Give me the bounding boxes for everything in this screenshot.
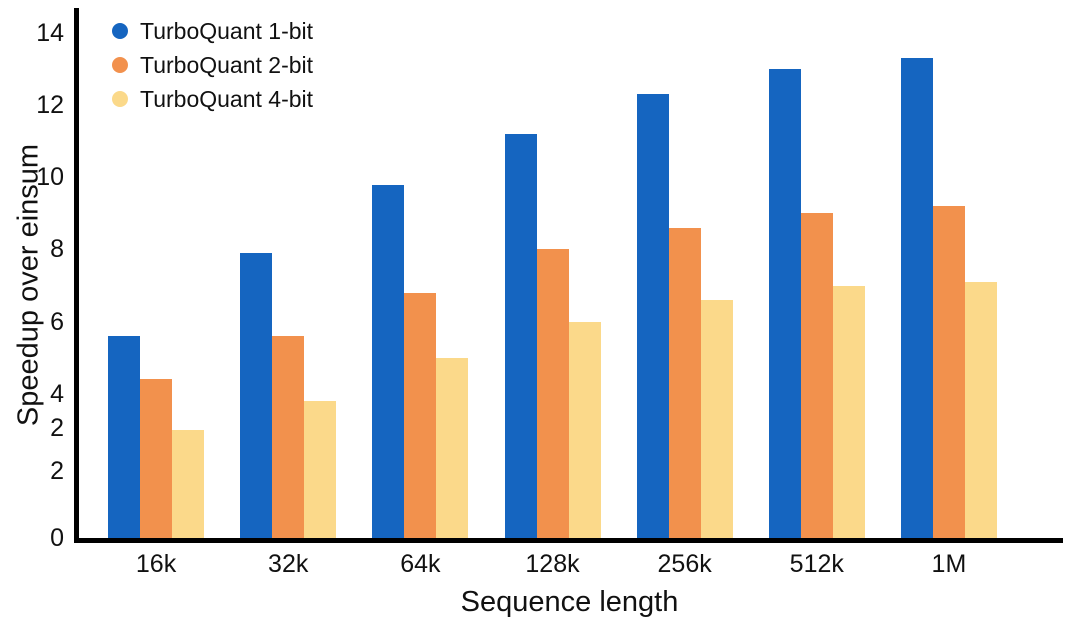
- y-axis-tick-label: 12: [36, 91, 64, 120]
- legend-label: TurboQuant 2-bit: [140, 51, 314, 78]
- bar-turboquant-2-bit-512k: [800, 213, 833, 538]
- bar-turboquant-4-bit-16k: [172, 429, 205, 538]
- y-axis-tick-label: 6: [50, 307, 64, 336]
- bar-turboquant-1-bit-256k: [636, 94, 669, 538]
- y-axis-tick-label: 14: [36, 19, 64, 47]
- bar-turboquant-4-bit-256k: [700, 299, 733, 538]
- x-axis-tick-label: 16k: [135, 550, 177, 578]
- x-axis-tick-label: 64k: [400, 550, 441, 578]
- x-axis-tick-label: 1M: [931, 550, 967, 578]
- bar-turboquant-1-bit-16k: [108, 336, 141, 538]
- bar-turboquant-2-bit-1m: [932, 206, 965, 538]
- y-axis-tick-label: 0: [50, 524, 64, 552]
- y-axis-tick-label: 2: [50, 457, 64, 486]
- bar-turboquant-2-bit-128k: [536, 249, 569, 538]
- bar-turboquant-4-bit-512k: [832, 285, 865, 538]
- y-axis-tick-label: 10: [36, 163, 64, 192]
- bar-turboquant-4-bit-128k: [568, 321, 601, 538]
- bar-turboquant-1-bit-128k: [504, 134, 537, 538]
- bar-turboquant-2-bit-256k: [668, 227, 701, 538]
- bar-turboquant-1-bit-512k: [768, 69, 801, 538]
- legend: TurboQuant 1-bit TurboQuant 2-bit TurboQua…: [112, 14, 313, 116]
- x-axis-tick-label: 256k: [657, 550, 712, 578]
- y-axis-tick-label: 4: [50, 379, 64, 408]
- x-axis-tick-label: 32k: [268, 550, 309, 578]
- x-axis-tick-label: 128k: [525, 550, 580, 578]
- bar-turboquant-4-bit-1m: [964, 281, 997, 538]
- y-axis-tick-label: 8: [50, 235, 64, 264]
- x-axis-tick-label: 512k: [789, 550, 844, 578]
- bar-turboquant-1-bit-32k: [240, 253, 273, 538]
- legend-label: TurboQuant 4-bit: [140, 85, 314, 112]
- y-axis-tick-label: 2: [50, 413, 64, 442]
- legend-dot-turboquant-2-bit: [112, 57, 128, 73]
- legend-dot-turboquant-1-bit: [112, 23, 128, 39]
- legend-label: TurboQuant 1-bit: [140, 17, 314, 44]
- y-axis-line: [74, 8, 79, 543]
- legend-item: TurboQuant 2-bit: [112, 48, 313, 82]
- legend-item: TurboQuant 1-bit: [112, 14, 313, 48]
- bar-turboquant-4-bit-64k: [436, 357, 469, 538]
- bar-turboquant-1-bit-64k: [372, 184, 405, 538]
- bar-turboquant-2-bit-16k: [140, 379, 173, 538]
- bar-turboquant-2-bit-64k: [404, 292, 437, 538]
- x-axis-line: [74, 538, 1063, 543]
- bar-turboquant-4-bit-32k: [304, 400, 337, 538]
- bar-turboquant-1-bit-1m: [900, 58, 933, 538]
- legend-dot-turboquant-4-bit: [112, 91, 128, 107]
- x-axis-title: Sequence length: [460, 586, 679, 618]
- bar-turboquant-2-bit-32k: [272, 336, 305, 538]
- legend-item: TurboQuant 4-bit: [112, 82, 313, 116]
